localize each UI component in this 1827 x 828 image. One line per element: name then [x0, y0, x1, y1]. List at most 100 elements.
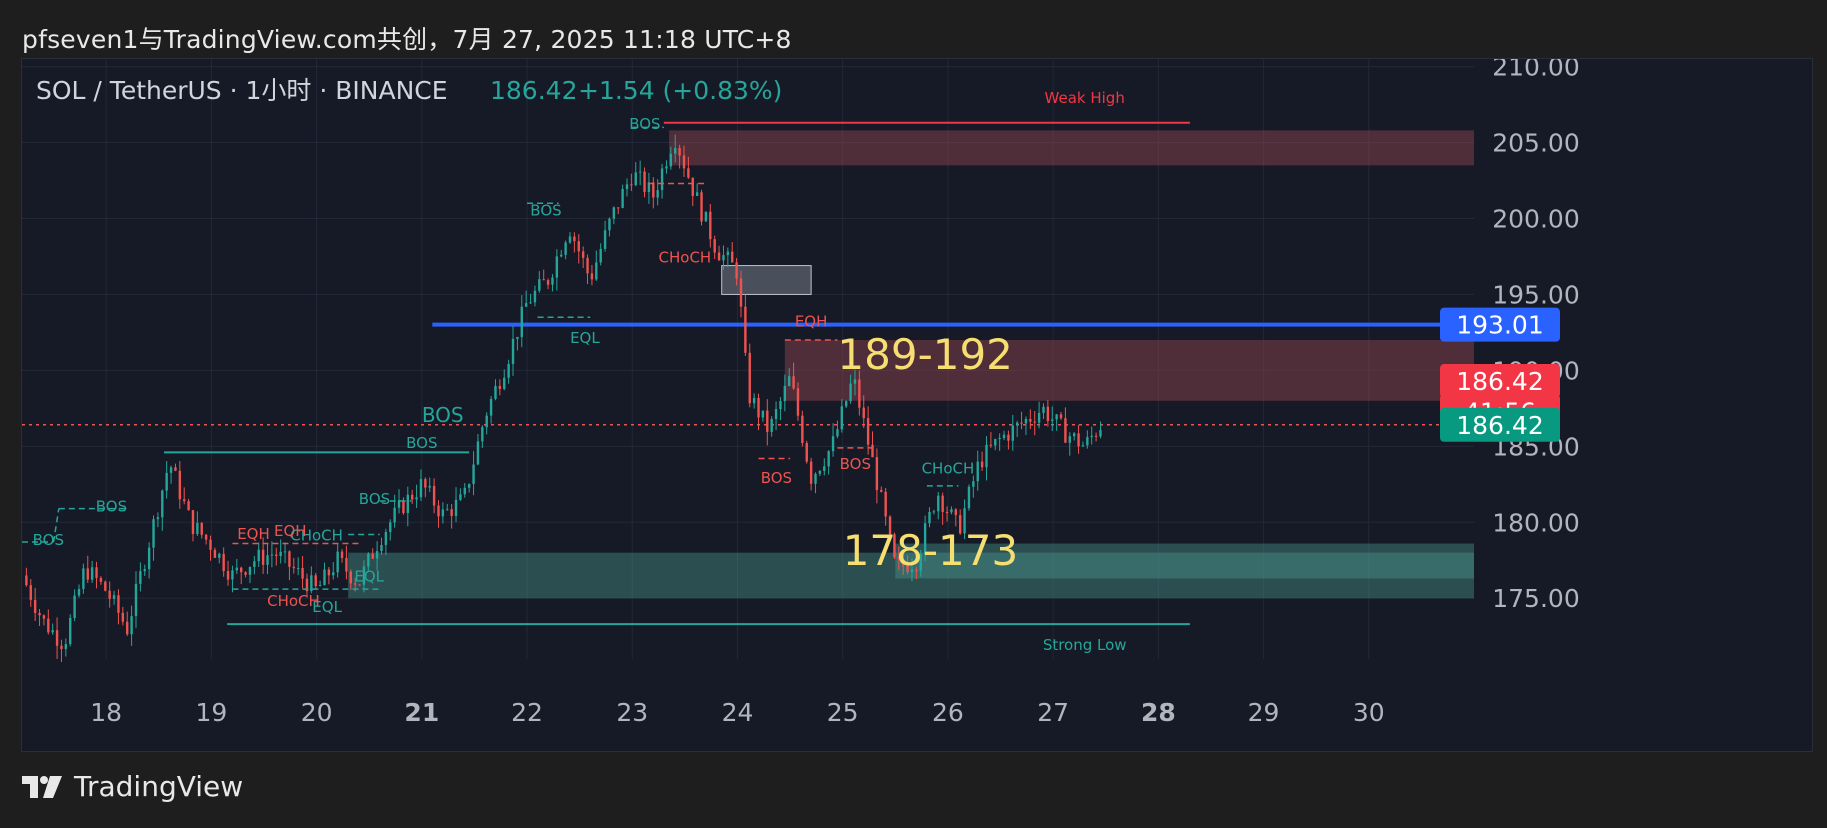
candle-body: [191, 510, 195, 535]
structure-dash: [52, 508, 60, 543]
candle-body: [511, 338, 515, 364]
candle-body: [972, 481, 975, 487]
candle-body: [937, 495, 940, 512]
candle-body: [275, 554, 278, 556]
chart-header-caption: pfseven1与TradingView.com共创，7月 27, 2025 1…: [22, 25, 792, 54]
structure-label: BOS: [406, 434, 437, 452]
candle-body: [463, 487, 466, 495]
candle-body: [340, 551, 344, 558]
candle-body: [524, 303, 528, 307]
candle-body: [779, 401, 782, 410]
candle-body: [923, 523, 927, 555]
candle-body: [152, 519, 155, 548]
candle-body: [108, 590, 111, 599]
candle-body: [253, 561, 256, 567]
candle-body: [174, 467, 177, 471]
candle-body: [643, 171, 646, 192]
candle-body: [647, 182, 651, 192]
x-tick-label: 30: [1353, 698, 1385, 727]
candle-body: [143, 569, 146, 572]
candle-body: [783, 385, 787, 402]
candle-body: [134, 583, 138, 617]
symbol-change: +1.54 (+0.83%): [578, 76, 782, 105]
candle-body: [994, 439, 997, 446]
candle-body: [1077, 433, 1080, 447]
candle-body: [296, 568, 300, 570]
candle-body: [893, 534, 896, 558]
candle-body: [638, 171, 642, 173]
candle-body: [424, 479, 427, 488]
y-tick-label: 180.00: [1492, 508, 1579, 537]
candle-body: [941, 495, 944, 512]
candle-body: [739, 278, 743, 307]
candle-body: [55, 630, 59, 646]
candle-body: [529, 302, 532, 304]
candle-body: [954, 509, 958, 516]
candle-body: [691, 177, 694, 196]
candle-body: [1099, 429, 1102, 437]
candle-body: [454, 499, 458, 516]
candlestick-chart[interactable]: Weak High Strong Low BOS BOS BOS BOS BOS BOS CH…: [22, 59, 1812, 751]
candle-body: [384, 531, 388, 545]
candle-body: [481, 427, 484, 442]
candle-body: [555, 256, 559, 278]
candle-body: [603, 230, 607, 249]
candle-body: [1059, 414, 1063, 419]
candle-body: [507, 363, 510, 378]
candle-body: [77, 589, 81, 596]
candle-body: [218, 553, 221, 558]
x-tick-label: 22: [511, 698, 543, 727]
candle-body: [652, 182, 655, 198]
candle-body: [546, 280, 550, 285]
candle-body: [586, 257, 589, 274]
candle-body: [985, 444, 988, 468]
candle-body: [678, 148, 681, 156]
candle-body: [318, 584, 322, 587]
candle-body: [884, 491, 887, 517]
time-axis[interactable]: 18 19 20 21 22 23 24 25 26 27 28 29 30: [90, 698, 1384, 727]
candle-body: [200, 522, 203, 535]
candle-body: [126, 621, 129, 635]
candle-body: [836, 429, 839, 437]
candle-body: [788, 376, 791, 386]
candle-body: [1042, 406, 1045, 413]
x-tick-label: 23: [616, 698, 648, 727]
candle-body: [459, 494, 462, 500]
structure-label: CHoCH: [659, 249, 712, 267]
candle-body: [261, 549, 265, 565]
candle-body: [1046, 406, 1050, 422]
candle-body: [1051, 419, 1054, 422]
y-tick-label: 175.00: [1492, 584, 1579, 613]
structure-label: EQH: [237, 525, 270, 543]
candle-body: [621, 189, 624, 208]
structure-label: CHoCH: [922, 460, 975, 478]
candle-body: [450, 509, 453, 516]
candle-body: [375, 551, 379, 559]
candle-body: [932, 511, 936, 513]
candle-body: [538, 279, 541, 291]
chart-panel[interactable]: Weak High Strong Low BOS BOS BOS BOS BOS BOS CH…: [21, 58, 1813, 752]
candle-body: [1090, 435, 1093, 438]
candle-body: [121, 612, 125, 622]
level-label: Weak High: [1045, 89, 1125, 107]
candle-body: [240, 567, 243, 573]
candle-body: [161, 490, 164, 518]
candle-body: [551, 277, 554, 285]
candle-body: [612, 207, 616, 219]
candle-body: [305, 578, 309, 592]
candle-body: [630, 184, 633, 186]
structure-label: BOS: [33, 531, 64, 549]
footer-brand-label: TradingView: [74, 770, 244, 803]
structure-label: BOS: [530, 201, 561, 219]
candle-body: [437, 505, 440, 517]
candle-body: [279, 551, 282, 556]
levels-layer: Weak High Strong Low: [22, 89, 1474, 654]
candle-body: [288, 551, 291, 567]
candle-body: [82, 568, 85, 590]
candle-body: [564, 242, 567, 255]
candle-body: [367, 553, 370, 567]
candle-body: [257, 549, 260, 562]
structure-label: EQL: [354, 568, 384, 586]
candle-body: [29, 585, 32, 600]
candle-body: [831, 436, 835, 452]
